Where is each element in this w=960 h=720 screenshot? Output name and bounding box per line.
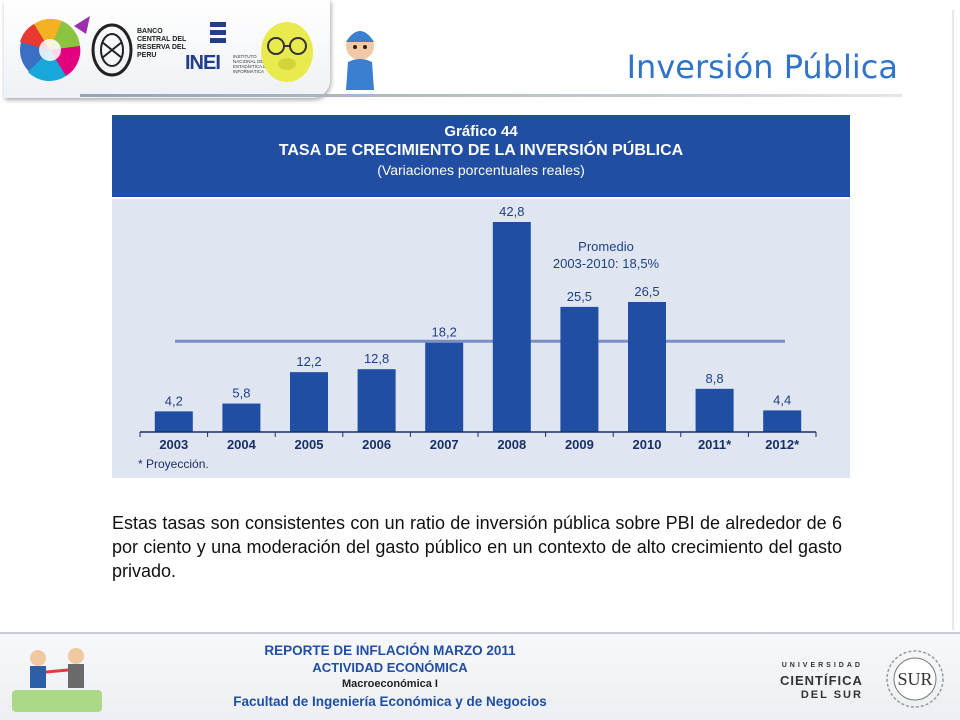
bar xyxy=(492,222,531,432)
bar xyxy=(695,388,734,432)
bar-value-label: 18,2 xyxy=(432,325,457,340)
footer-course: Macroeconómica I xyxy=(342,678,438,690)
footer-bar xyxy=(0,632,960,720)
bar-value-label: 4,2 xyxy=(165,393,183,408)
footer-section: ACTIVIDAD ECONÓMICA xyxy=(312,660,468,675)
chart-title-banner: Gráfico 44 TASA DE CRECIMIENTO DE LA INV… xyxy=(112,115,850,197)
bar-value-label: 12,2 xyxy=(296,354,321,369)
footer-faculty: Facultad de Ingeniería Económica y de Ne… xyxy=(233,694,547,709)
chart-subtitle: (Variaciones porcentuales reales) xyxy=(377,162,585,178)
university-line1: UNIVERSIDAD xyxy=(781,662,863,669)
footer-text-block: REPORTE DE INFLACIÓN MARZO 2011 ACTIVIDA… xyxy=(200,642,580,710)
chart-footnote: * Proyección. xyxy=(138,457,209,471)
x-tick-label: 2004 xyxy=(227,437,257,452)
logo-panel: BANCO CENTRAL DEL RESERVA DEL PERU INEI … xyxy=(4,0,330,98)
x-tick-label: 2009 xyxy=(565,437,594,452)
x-tick-label: 2008 xyxy=(497,437,526,452)
bar xyxy=(290,372,328,432)
colorful-globe-logo xyxy=(20,16,90,81)
bar-value-label: 12,8 xyxy=(364,351,389,366)
bar-value-label: 5,8 xyxy=(232,386,250,401)
page-title: Inversión Pública xyxy=(626,48,898,86)
chart-number: Gráfico 44 xyxy=(444,123,518,140)
bcr-logo-text: BANCO CENTRAL DEL RESERVA DEL PERU xyxy=(137,28,187,59)
university-name: UNIVERSIDAD CIENTÍFICA DEL SUR xyxy=(780,658,863,703)
business-people-illustration-icon xyxy=(12,648,102,712)
footer-report-title: REPORTE DE INFLACIÓN MARZO 2011 xyxy=(264,643,516,658)
sur-logo-text: SUR xyxy=(897,669,932,689)
bar-value-label: 8,8 xyxy=(706,371,724,386)
x-tick-label: 2010 xyxy=(633,437,662,452)
average-label: Promedio xyxy=(578,239,634,254)
x-tick-label: 2007 xyxy=(430,437,459,452)
average-annotation: Promedio 2003-2010: 18,5% xyxy=(536,238,676,272)
bar xyxy=(222,403,261,432)
sur-seal-logo: SUR xyxy=(886,650,944,708)
bar-value-label: 26,5 xyxy=(634,284,659,299)
inei-logo-text: INEI xyxy=(185,52,221,74)
body-paragraph: Estas tasas son consistentes con un rati… xyxy=(112,513,842,581)
average-value-label: 2003-2010: 18,5% xyxy=(552,256,660,271)
bar xyxy=(425,342,464,432)
bar xyxy=(357,369,396,432)
university-line2: CIENTÍFICA xyxy=(780,673,863,688)
university-line3: DEL SUR xyxy=(800,689,863,701)
x-tick-label: 2005 xyxy=(295,437,324,452)
chart-title: TASA DE CRECIMIENTO DE LA INVERSIÓN PÚBL… xyxy=(278,142,684,159)
inei-logo-subtext: INSTITUTO NACIONAL DE ESTADÍSTICA E INFO… xyxy=(233,54,267,74)
bar-value-label: 42,8 xyxy=(499,204,524,219)
bar xyxy=(560,306,599,432)
bar xyxy=(154,411,193,432)
bcr-seal-logo xyxy=(91,23,133,77)
inei-mark-icon xyxy=(210,22,226,43)
piggy-bank-icon xyxy=(261,22,313,82)
x-tick-label: 2012* xyxy=(765,437,800,452)
bar-value-label: 4,4 xyxy=(773,392,791,407)
bar-value-label: 25,5 xyxy=(567,289,592,304)
slide-border xyxy=(952,10,954,630)
title-divider xyxy=(80,94,902,97)
x-tick-label: 2011* xyxy=(698,437,732,452)
x-tick-label: 2003 xyxy=(159,437,188,452)
x-tick-label: 2006 xyxy=(362,437,391,452)
cartoon-character-icon xyxy=(346,31,374,90)
bar xyxy=(763,410,802,432)
bar xyxy=(628,301,666,432)
